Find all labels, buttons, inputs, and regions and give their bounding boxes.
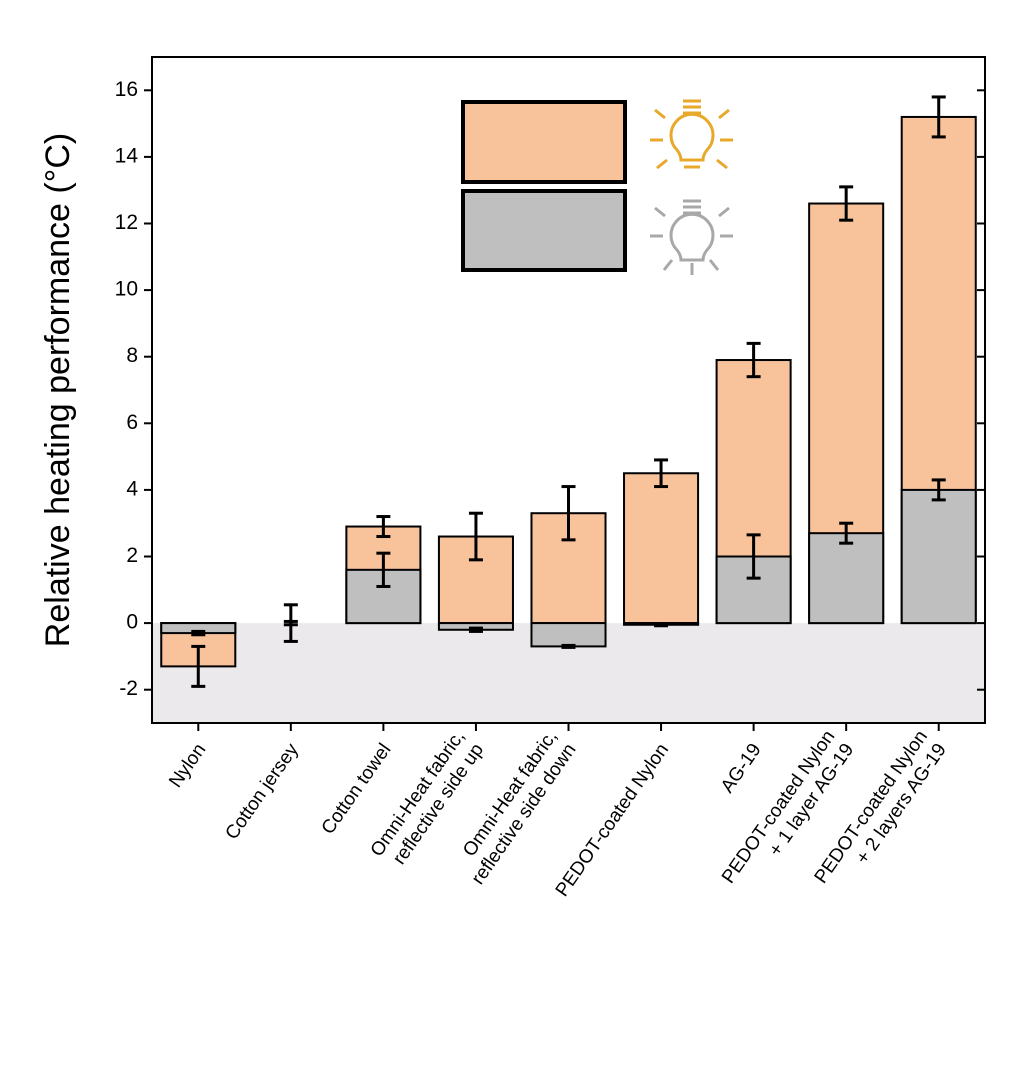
bar (530, 622, 607, 648)
bar (900, 488, 977, 625)
axis-frame (151, 56, 986, 724)
error-bar (931, 478, 946, 502)
error-bar (561, 643, 576, 649)
error-bar (283, 619, 298, 627)
error-bar (191, 629, 206, 637)
y-tick-label: 8 (126, 344, 138, 367)
y-tick-label: 12 (115, 211, 138, 234)
x-tick-label: Cotton jersey (222, 739, 304, 843)
legend-swatch (461, 189, 627, 272)
y-tick-label: 4 (126, 477, 138, 500)
error-bar (654, 622, 669, 628)
legend (461, 99, 733, 275)
legend-swatch (461, 100, 627, 184)
error-bar (839, 521, 854, 545)
bar (623, 472, 700, 625)
error-bar (746, 341, 761, 379)
error-bar (376, 515, 391, 539)
error-bar (839, 185, 854, 222)
error-bar (376, 551, 391, 588)
error-bar (931, 95, 946, 139)
error-bar (746, 533, 761, 580)
y-tick-label: 10 (115, 278, 138, 301)
y-axis-title: Relative heating performance (°C) (39, 133, 77, 647)
y-tick-label: 2 (126, 544, 138, 567)
x-tick-label: Nylon (165, 740, 210, 792)
error-bar (468, 511, 483, 562)
y-tick-label: -2 (119, 677, 138, 700)
lamp-on-icon (650, 99, 733, 170)
lamp-off-icon (650, 199, 733, 275)
error-bar (468, 626, 483, 633)
error-bar (191, 644, 206, 688)
y-tick-label: 6 (126, 411, 138, 434)
error-bar (654, 458, 669, 489)
x-tick-label: AG-19 (717, 740, 766, 797)
error-bar (561, 485, 576, 542)
y-tick-label: 16 (115, 78, 138, 101)
y-tick-label: 0 (126, 611, 138, 634)
y-tick-label: 14 (115, 144, 139, 167)
bar (808, 532, 885, 625)
